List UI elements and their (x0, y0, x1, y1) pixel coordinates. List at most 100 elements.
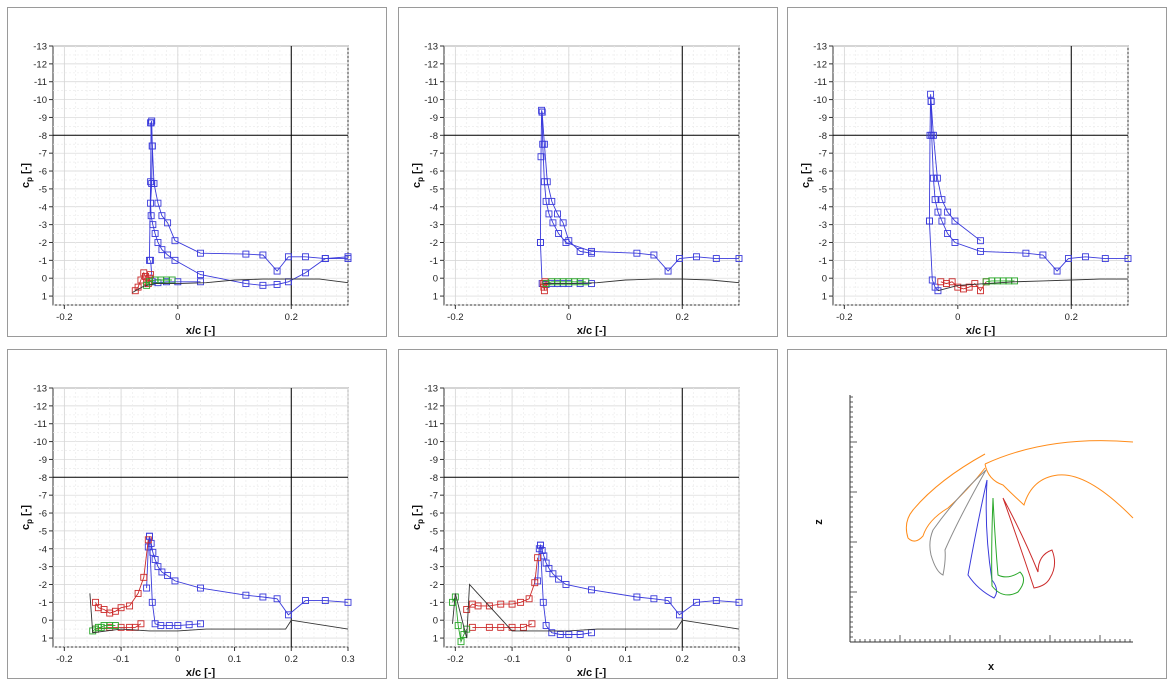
data-point (242, 591, 250, 599)
data-point (519, 623, 527, 631)
data-point (1124, 255, 1132, 263)
data-point (474, 602, 482, 610)
plot-area: 1 0 -1 -2 -3 -4 -5 -6 -7 -8 -9 -10 -11 -12 -13 -0.2 0 0.2 (424, 42, 743, 323)
data-point (549, 219, 557, 227)
data-point (454, 622, 462, 630)
series-line-1 (148, 120, 349, 286)
data-point (559, 219, 567, 227)
x-tick-label: 0.1 (619, 654, 632, 665)
series-line-1 (539, 110, 739, 272)
y-tick-label: -8 (430, 473, 438, 484)
data-point (148, 142, 156, 150)
main-wing-outline (984, 440, 1134, 519)
data-point (158, 212, 166, 220)
y-axis-label: cp [-] (800, 163, 814, 188)
y-tick-label: -3 (819, 220, 827, 231)
data-point (302, 597, 309, 605)
cp-chart-3: 1 0 -1 -2 -3 -4 -5 -6 -7 -8 -9 -10 -11 -12 -13 -0.2 0 0.2… (800, 42, 1132, 336)
data-point (977, 237, 984, 245)
series-line-6 (452, 583, 740, 639)
data-point (344, 255, 352, 263)
y-axis-label: cp [-] (20, 505, 34, 530)
data-point (934, 208, 942, 216)
x-tick-label: -0.2 (56, 654, 72, 665)
y-tick-label: -10 (424, 95, 438, 106)
series-line-4 (940, 281, 987, 292)
data-point (143, 584, 151, 592)
y-tick-label: -4 (430, 544, 438, 555)
data-point (164, 572, 172, 580)
y-tick-label: 0 (42, 274, 47, 285)
data-point (525, 595, 533, 603)
cp-chart-panel-4: 1 0 -1 -2 -3 -4 -5 -6 -7 -8 -9 -10 -11 -12 -13 -0.2 -0.1… (7, 349, 387, 679)
y-tick-label: -12 (424, 59, 438, 70)
data-point (531, 579, 539, 587)
y-tick-label: -2 (430, 238, 438, 249)
data-point (931, 196, 939, 204)
data-point (259, 593, 267, 601)
y-tick-label: -3 (39, 220, 47, 231)
data-point (1101, 255, 1109, 263)
data-point (538, 108, 546, 116)
x-tick-label: 0.2 (285, 312, 298, 323)
y-tick-label: 0 (433, 274, 438, 285)
y-tick-label: 1 (42, 634, 47, 645)
series-line-1 (928, 94, 1128, 272)
data-point (497, 600, 505, 608)
data-point (549, 570, 557, 578)
x-tick-label: 0.2 (676, 312, 689, 323)
y-tick-label: -10 (33, 437, 47, 448)
data-point (633, 249, 641, 257)
data-point (197, 249, 204, 257)
x-tick-label: -0.2 (447, 312, 463, 323)
data-point (965, 283, 973, 291)
cp-chart-panel-1: 1 0 -1 -2 -3 -4 -5 -6 -7 -8 -9 -10 -11 -12 -13 -0.2 0 0.2… (7, 7, 387, 337)
data-point (928, 276, 936, 284)
cp-chart-4: 1 0 -1 -2 -3 -4 -5 -6 -7 -8 -9 -10 -11 -12 -13 -0.2 -0.1… (20, 384, 355, 679)
data-point (302, 253, 309, 261)
data-point (164, 219, 172, 227)
data-point (457, 638, 465, 646)
data-point (542, 622, 550, 630)
slat-element-outline (929, 469, 987, 576)
y-tick-label: -8 (39, 473, 47, 484)
y-tick-label: -12 (33, 401, 47, 412)
data-point (951, 239, 959, 246)
data-point (111, 607, 119, 615)
data-point (925, 217, 933, 225)
flap-element-3-outline (1002, 497, 1056, 589)
x-axis-label: x/c [-] (186, 667, 216, 678)
y-tick-label: -3 (430, 220, 438, 231)
data-point (259, 251, 267, 259)
data-point (1053, 267, 1061, 275)
series-line-2 (541, 112, 592, 254)
y-tick-label: -1 (39, 598, 47, 609)
y-tick-label: -1 (819, 256, 827, 267)
y-tick-label: -6 (819, 167, 827, 178)
slat-outline (905, 453, 986, 542)
flap-element-1-outline (967, 479, 998, 599)
y-tick-label: -12 (33, 59, 47, 70)
data-point (528, 620, 536, 628)
y-tick-label: -6 (430, 167, 438, 178)
data-point (259, 281, 267, 289)
data-point (938, 217, 946, 225)
y-tick-label: 0 (42, 616, 47, 627)
data-point (242, 280, 250, 288)
x-tick-label: -0.1 (113, 654, 129, 665)
y-tick-label: -4 (39, 202, 47, 213)
data-point (137, 620, 145, 628)
series-line-6 (543, 278, 740, 285)
data-point (555, 230, 563, 238)
data-point (1082, 253, 1089, 261)
data-point (158, 568, 166, 576)
x-tick-label: 0 (566, 654, 571, 665)
y-tick-label: -2 (39, 238, 47, 249)
data-point (148, 598, 156, 606)
y-tick-label: -11 (814, 77, 827, 88)
plot-area: 1 0 -1 -2 -3 -4 -5 -6 -7 -8 -9 -10 -11 -12 -13 -0.2 -0.1… (424, 384, 745, 666)
data-point (1011, 277, 1018, 285)
data-point (149, 221, 157, 229)
cp-chart-panel-5: 1 0 -1 -2 -3 -4 -5 -6 -7 -8 -9 -10 -11 -12 -13 -0.2 -0.1… (398, 349, 778, 679)
data-point (650, 595, 658, 603)
